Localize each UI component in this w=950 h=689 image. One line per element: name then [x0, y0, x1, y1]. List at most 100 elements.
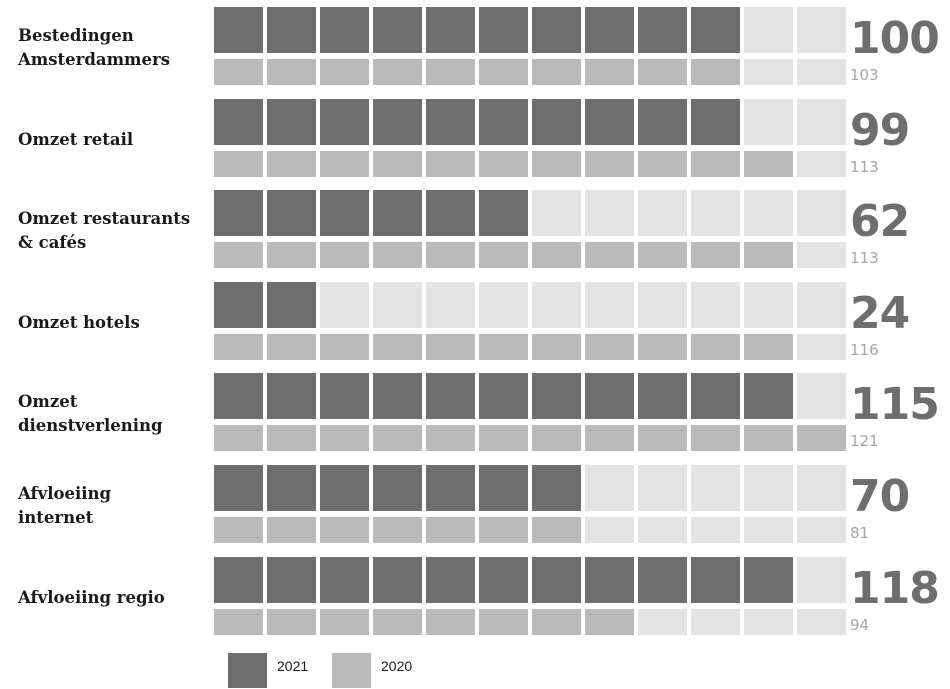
cell-2020 [267, 517, 316, 543]
cell-2020 [373, 517, 422, 543]
cell-2020 [320, 517, 369, 543]
row-label-line: Afvloeiing regio [18, 588, 165, 607]
cell-empty [320, 282, 369, 328]
cell-empty [373, 282, 422, 328]
legend-swatch-2020 [332, 653, 371, 688]
cell-2020 [426, 242, 475, 268]
cell-2021 [532, 99, 581, 145]
cell-2020 [744, 425, 793, 451]
cell-2020 [479, 151, 528, 177]
cell-2021 [373, 465, 422, 511]
cell-2020 [320, 59, 369, 85]
cell-2020 [373, 242, 422, 268]
cell-2021 [479, 465, 528, 511]
cell-empty [797, 334, 846, 360]
cell-2020 [691, 242, 740, 268]
cell-2021 [267, 190, 316, 236]
cell-2020 [797, 425, 846, 451]
cell-2021 [479, 373, 528, 419]
cell-empty [797, 609, 846, 635]
cell-2021 [267, 282, 316, 328]
cell-2021 [479, 557, 528, 603]
cell-empty [744, 517, 793, 543]
cell-2020 [214, 151, 263, 177]
row-label-line: Afvloeiing [18, 484, 112, 503]
legend-swatch-2021 [228, 653, 267, 688]
cell-2020 [479, 242, 528, 268]
cell-2021 [585, 557, 634, 603]
cell-empty [691, 517, 740, 543]
legend-label-2021: 2021 [277, 658, 308, 674]
row-label: Omzet hotels [18, 311, 213, 335]
cell-2020 [267, 59, 316, 85]
cell-2020 [638, 334, 687, 360]
cell-2021 [691, 557, 740, 603]
cell-2020 [585, 334, 634, 360]
cell-2020 [214, 425, 263, 451]
cell-2021 [373, 99, 422, 145]
cell-2021 [373, 190, 422, 236]
value-2020: 103 [850, 66, 879, 84]
cell-2021 [638, 99, 687, 145]
row-label-line: Omzet retail [18, 130, 134, 149]
cell-2020 [691, 334, 740, 360]
cell-2021 [214, 7, 263, 53]
cell-empty [638, 190, 687, 236]
cell-empty [532, 190, 581, 236]
cell-empty [691, 282, 740, 328]
cell-2020 [373, 151, 422, 177]
value-2020: 113 [850, 249, 879, 267]
cell-2021 [532, 373, 581, 419]
cell-2020 [373, 334, 422, 360]
cell-empty [585, 517, 634, 543]
cell-empty [797, 59, 846, 85]
cell-2021 [320, 465, 369, 511]
cell-2020 [426, 425, 475, 451]
cell-2020 [638, 59, 687, 85]
cell-2020 [532, 609, 581, 635]
cell-2021 [267, 373, 316, 419]
cell-2021 [267, 99, 316, 145]
row-label-line: Omzet restaurants [18, 209, 191, 228]
cell-2020 [426, 151, 475, 177]
cell-2021 [214, 99, 263, 145]
value-2021: 62 [850, 196, 909, 247]
row-label: Omzet restaurants & cafés [18, 207, 213, 255]
cell-2020 [479, 609, 528, 635]
row-label-line: Bestedingen [18, 26, 134, 45]
cell-empty [797, 282, 846, 328]
cell-2021 [691, 7, 740, 53]
row-label-line: & cafés [18, 233, 87, 252]
row-label: Bestedingen Amsterdammers [18, 24, 213, 72]
cell-2020 [267, 242, 316, 268]
cell-2020 [426, 609, 475, 635]
cell-2020 [638, 242, 687, 268]
cell-2020 [585, 242, 634, 268]
cell-2020 [585, 59, 634, 85]
cell-2020 [320, 334, 369, 360]
cell-2020 [532, 334, 581, 360]
row-label-line: Omzet hotels [18, 313, 140, 332]
value-2020: 113 [850, 158, 879, 176]
cell-2020 [744, 151, 793, 177]
value-2021: 118 [850, 563, 939, 614]
row-label-line: internet [18, 508, 94, 527]
cell-empty [744, 465, 793, 511]
cell-2021 [320, 190, 369, 236]
cell-2020 [532, 151, 581, 177]
cell-empty [585, 190, 634, 236]
cell-2021 [585, 7, 634, 53]
cell-empty [797, 373, 846, 419]
cell-2020 [426, 334, 475, 360]
cell-2021 [267, 465, 316, 511]
cell-2020 [373, 609, 422, 635]
cell-empty [638, 465, 687, 511]
cell-2021 [532, 7, 581, 53]
cell-2020 [479, 334, 528, 360]
cell-2021 [479, 7, 528, 53]
cell-2021 [479, 190, 528, 236]
cell-2021 [267, 557, 316, 603]
cell-2020 [691, 59, 740, 85]
cell-2020 [638, 425, 687, 451]
cell-2021 [638, 557, 687, 603]
